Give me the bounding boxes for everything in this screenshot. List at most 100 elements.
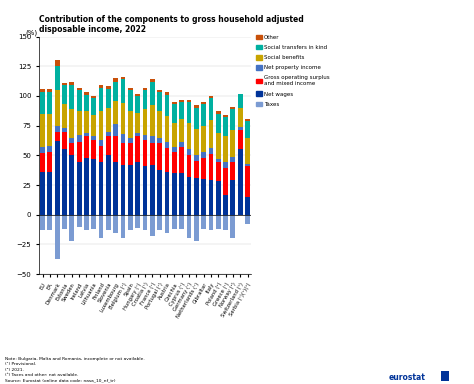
Bar [172,123,177,147]
Bar [238,127,243,131]
Bar [194,108,199,129]
Bar [128,215,133,230]
Bar [157,144,162,170]
Bar [55,141,60,215]
Bar [216,182,220,215]
Bar [113,215,118,233]
Bar [135,162,140,215]
Bar [77,215,82,227]
Bar [201,215,206,229]
Bar [47,89,52,93]
Bar [187,102,191,123]
Bar [121,134,126,144]
Bar [230,162,235,180]
Bar [230,180,235,215]
Bar [223,136,228,162]
Text: Contribution of the components to gross household adjusted
disposable income, 20: Contribution of the components to gross … [39,15,304,35]
Bar [91,115,96,136]
Bar [238,131,243,149]
Bar [245,197,250,215]
Bar [187,99,191,102]
Bar [172,102,177,104]
Bar [143,135,147,140]
Bar [77,111,82,135]
Bar [143,88,147,90]
Bar [99,88,103,111]
Bar [201,102,206,104]
Bar [157,170,162,215]
Bar [216,114,220,133]
Bar [187,177,191,215]
Legend: Other, Social transfers in kind, Social benefits, Net property income, Gross ope: Other, Social transfers in kind, Social … [256,35,329,107]
Bar [77,135,82,142]
Bar [113,162,118,215]
Bar [187,215,191,238]
Bar [69,85,74,109]
Bar [150,82,155,106]
Bar [47,172,52,215]
Bar [201,152,206,158]
Bar [62,83,67,85]
Bar [135,133,140,136]
Bar [223,162,228,169]
Text: Note: Bulgaria, Malta and Romania, incomplete or not available.
(¹) Provisional.: Note: Bulgaria, Malta and Romania, incom… [5,357,145,382]
Bar [230,215,235,238]
Bar [47,114,52,146]
Bar [47,152,52,172]
Bar [99,85,103,88]
Bar [157,111,162,137]
Bar [194,215,199,241]
Bar [121,144,126,165]
Bar [135,136,140,162]
Bar [55,90,60,126]
Bar [77,90,82,111]
Bar [40,114,45,147]
Bar [245,119,250,121]
Bar [77,88,82,90]
Bar [121,79,126,103]
Bar [62,128,67,132]
Bar [69,109,74,137]
Bar [91,98,96,115]
Bar [209,96,213,98]
Bar [216,162,220,182]
Bar [164,172,169,215]
Bar [201,179,206,215]
Bar [121,165,126,215]
Bar [99,111,103,140]
Bar [230,107,235,109]
Bar [164,148,169,172]
Bar [99,215,103,238]
Bar [223,169,228,195]
Bar [62,215,67,229]
Bar [245,215,250,224]
Bar [157,93,162,111]
Bar [179,215,184,229]
Bar [69,137,74,144]
Bar [40,153,45,172]
Bar [150,136,155,144]
Bar [187,123,191,149]
Bar [209,120,213,148]
Bar [172,215,177,229]
Bar [55,132,60,141]
Bar [238,94,243,108]
Bar [84,93,89,95]
Bar [194,155,199,161]
Bar [40,215,45,230]
Text: eurostat: eurostat [389,373,426,382]
Bar [106,215,111,230]
Bar [91,96,96,98]
Bar [62,132,67,149]
Bar [238,149,243,215]
Bar [135,215,140,228]
Bar [62,149,67,215]
Bar [179,147,184,173]
Bar [40,172,45,215]
Bar [99,162,103,215]
Bar [216,159,220,162]
Bar [201,158,206,179]
Bar [238,108,243,127]
Bar [91,136,96,140]
Bar [209,98,213,120]
